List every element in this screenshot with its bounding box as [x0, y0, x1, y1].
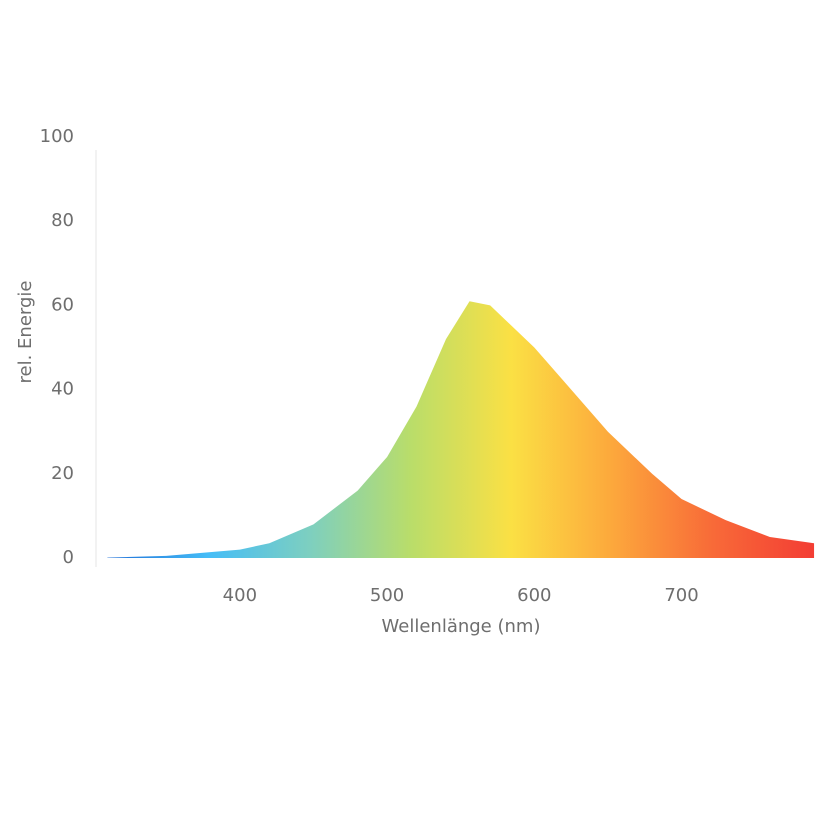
y-tick-label: 40 — [51, 379, 74, 400]
x-tick-label: 700 — [664, 585, 698, 606]
x-tick-label: 400 — [223, 585, 257, 606]
y-axis-label: rel. Energie — [15, 281, 36, 384]
area — [107, 301, 815, 558]
y-tick-label: 100 — [40, 126, 74, 147]
x-tick-label: 500 — [370, 585, 404, 606]
y-tick-label: 80 — [51, 210, 74, 231]
y-tick-label: 60 — [51, 294, 74, 315]
y-tick-label: 0 — [63, 547, 74, 568]
x-axis-label: Wellenlänge (nm) — [382, 616, 541, 637]
y-tick-label: 20 — [51, 463, 74, 484]
x-tick-label: 600 — [517, 585, 551, 606]
